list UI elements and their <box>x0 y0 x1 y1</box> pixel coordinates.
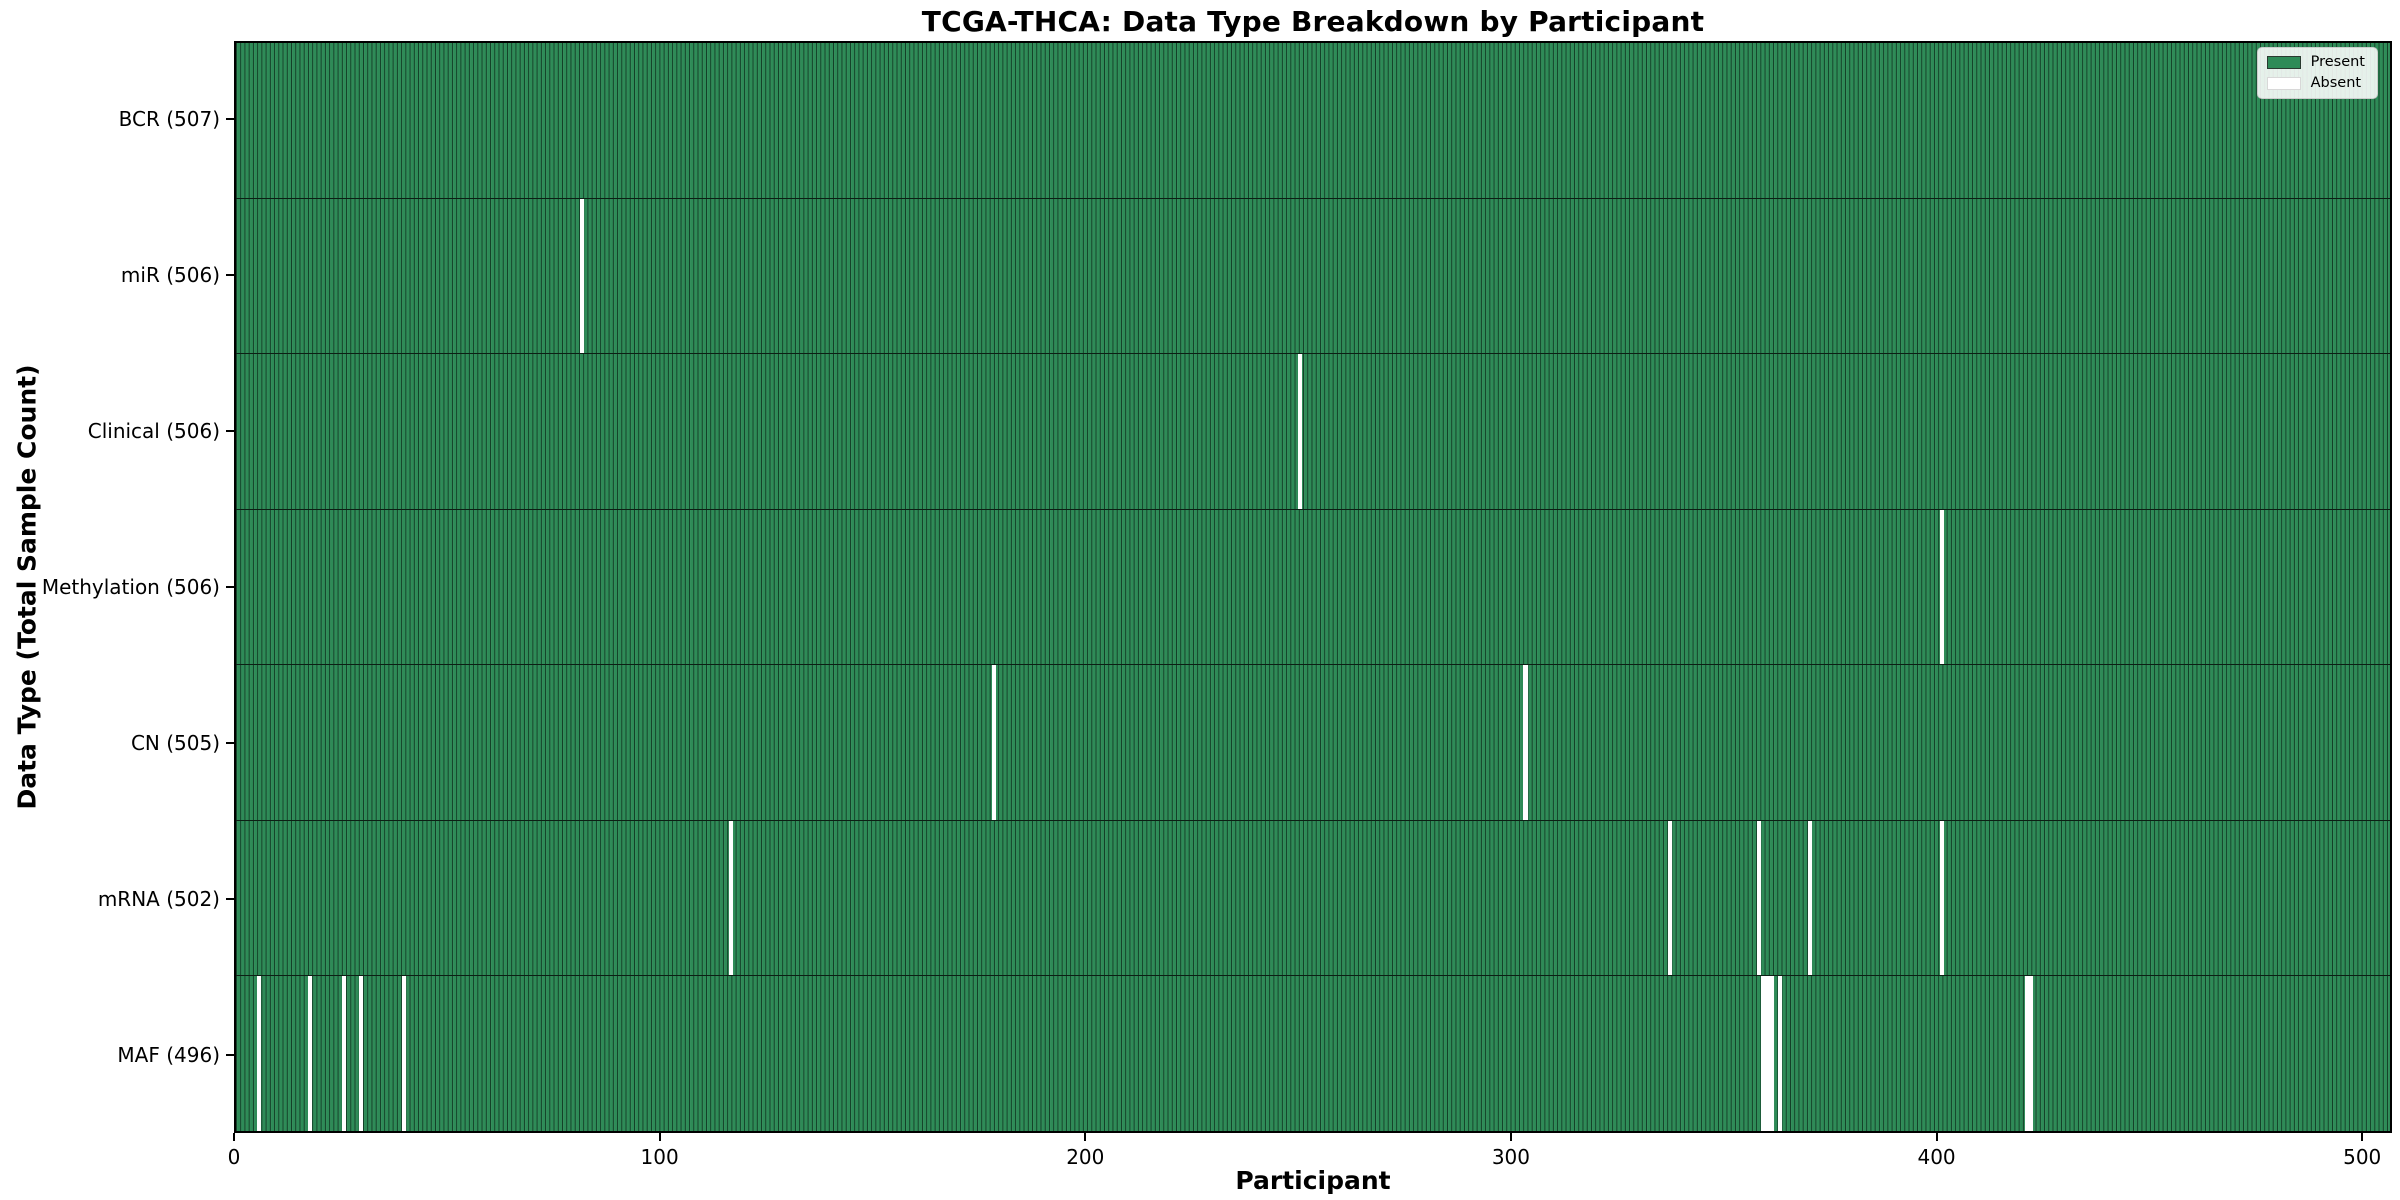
y-tick-label: Methylation (506) <box>41 575 220 599</box>
absent-swatch-icon <box>2266 77 2301 90</box>
absent-gap <box>1769 976 1774 1132</box>
y-tick-mark <box>226 742 234 744</box>
absent-gap <box>1939 820 1944 976</box>
legend-absent-label: Absent <box>2310 75 2362 91</box>
legend-item-present: Present <box>2266 54 2365 70</box>
absent-gap <box>257 976 262 1132</box>
absent-gap <box>342 976 347 1132</box>
absent-gap <box>1939 509 1944 665</box>
x-tick-label: 200 <box>1066 1145 1105 1169</box>
absent-gap <box>1807 820 1813 976</box>
absent-gap <box>1523 665 1528 820</box>
absent-gap <box>308 976 313 1132</box>
x-tick-label: 400 <box>1917 1145 1956 1169</box>
y-tick-label: Clinical (506) <box>87 419 220 443</box>
x-tick-label: 100 <box>640 1145 679 1169</box>
absent-gap <box>359 976 364 1132</box>
x-tick-mark <box>2361 1133 2364 1141</box>
y-tick-label: miR (506) <box>120 263 220 287</box>
absent-gap <box>1765 976 1770 1132</box>
x-tick-mark <box>1084 1133 1087 1141</box>
x-tick-label: 500 <box>2343 1145 2382 1169</box>
y-tick-label: BCR (507) <box>118 107 220 131</box>
data-row-bcr <box>236 43 2390 198</box>
absent-gap <box>728 820 734 976</box>
data-row-cn <box>236 664 2390 820</box>
y-tick-mark <box>226 898 234 900</box>
data-row-mrna <box>236 819 2390 976</box>
plot-area <box>234 41 2392 1133</box>
absent-gap <box>580 198 585 354</box>
data-row-mir <box>236 197 2390 354</box>
absent-gap <box>1756 820 1762 976</box>
absent-gap <box>2024 976 2029 1132</box>
chart-title: TCGA-THCA: Data Type Breakdown by Partic… <box>921 5 1705 38</box>
data-row-clinical <box>236 353 2390 509</box>
absent-gap <box>401 976 406 1132</box>
absent-gap <box>1298 354 1303 509</box>
y-tick-mark <box>226 586 234 588</box>
y-tick-label: mRNA (502) <box>97 887 220 911</box>
y-tick-label: CN (505) <box>130 731 220 755</box>
absent-gap <box>1761 976 1766 1132</box>
x-tick-label: 300 <box>1491 1145 1531 1169</box>
x-tick-mark <box>1509 1133 1512 1141</box>
data-row-methylation <box>236 508 2390 665</box>
x-tick-label: 0 <box>227 1145 241 1169</box>
y-tick-mark <box>226 118 234 120</box>
y-tick-mark <box>226 430 234 432</box>
y-tick-mark <box>226 1054 234 1056</box>
y-tick-label: MAF (496) <box>117 1043 220 1067</box>
present-swatch-icon <box>2266 56 2301 69</box>
data-row-maf <box>236 975 2390 1132</box>
legend: Present Absent <box>2256 47 2378 99</box>
x-tick-mark <box>658 1133 661 1141</box>
absent-gap <box>1667 820 1672 976</box>
x-tick-mark <box>1935 1133 1938 1141</box>
y-tick-mark <box>226 274 234 276</box>
absent-gap <box>2028 976 2034 1132</box>
legend-present-label: Present <box>2310 54 2365 70</box>
legend-item-absent: Absent <box>2266 75 2365 91</box>
x-tick-mark <box>233 1133 235 1141</box>
absent-gap <box>992 665 997 820</box>
x-axis-label: Participant <box>1235 1166 1391 1195</box>
absent-gap <box>1778 976 1783 1132</box>
